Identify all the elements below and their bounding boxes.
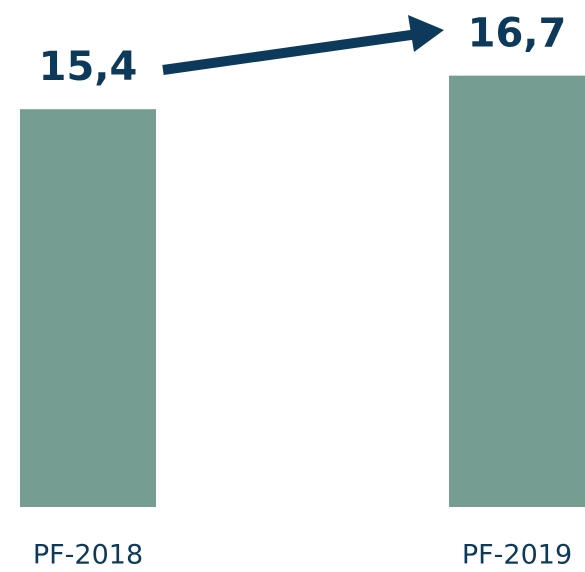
bar bbox=[449, 75, 585, 507]
arrow-head bbox=[408, 15, 444, 52]
x-tick-label: PF-2019 bbox=[462, 540, 572, 571]
trend-arrow bbox=[162, 15, 444, 75]
arrow-shaft bbox=[162, 29, 419, 75]
value-label: 15,4 bbox=[39, 44, 138, 90]
x-tick-label: PF-2018 bbox=[33, 540, 143, 571]
bar bbox=[20, 109, 156, 507]
value-label: 16,7 bbox=[468, 11, 567, 57]
